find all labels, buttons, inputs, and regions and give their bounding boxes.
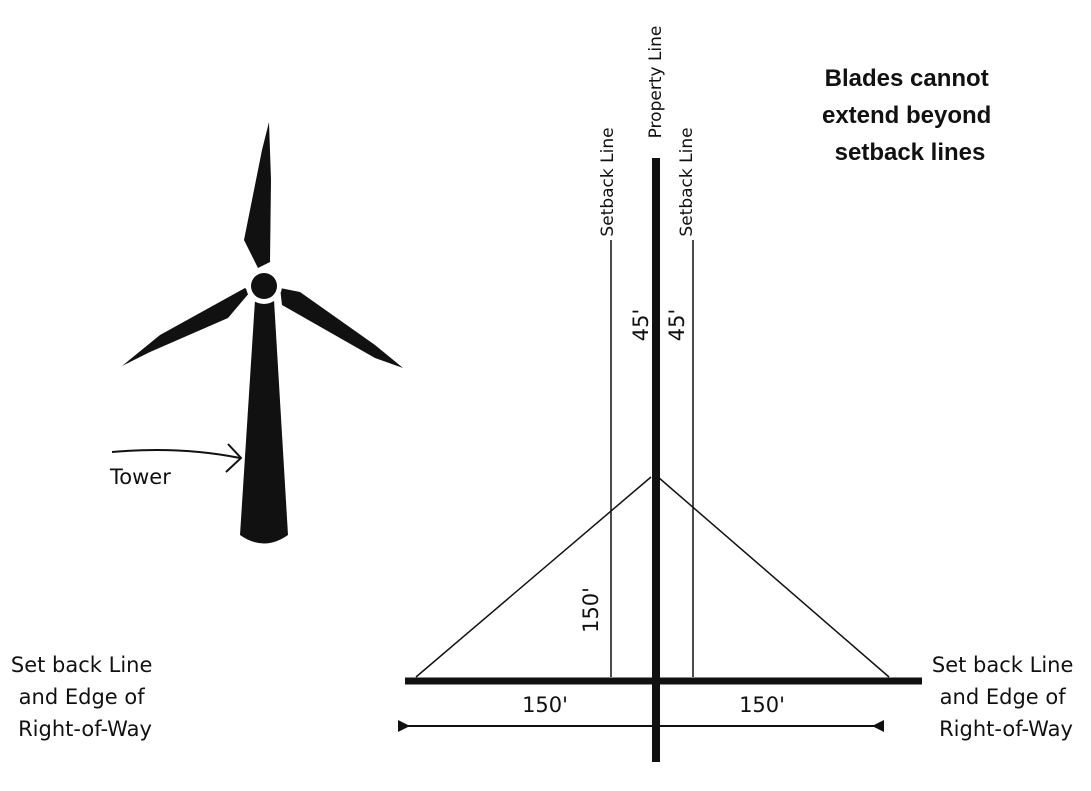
- distance-label: 150': [739, 693, 785, 717]
- blade: [244, 122, 271, 268]
- hub: [251, 273, 277, 299]
- distance-label: 150': [522, 693, 568, 717]
- tower-arrow: [111, 449, 241, 459]
- right-edge-label: Set back Line and Edge of Right-of-Way: [932, 653, 1080, 741]
- property-line-label: Property Line: [646, 26, 666, 139]
- label-line: and Edge of: [940, 685, 1067, 709]
- note-line: extend beyond: [822, 102, 991, 129]
- arrow-head: [225, 443, 243, 473]
- setback-line-label: Setback Line: [677, 127, 697, 236]
- note-line: Blades cannot: [825, 65, 989, 92]
- fall-line: [657, 476, 890, 678]
- label-line: Right-of-Way: [18, 717, 152, 741]
- label-line: Right-of-Way: [939, 717, 1073, 741]
- label-line: Set back Line: [11, 653, 153, 677]
- wind-turbine: [122, 122, 403, 544]
- blade: [280, 288, 403, 368]
- tower-label: Tower: [109, 465, 171, 489]
- note-line: setback lines: [835, 139, 986, 166]
- fall-line: [415, 476, 652, 678]
- setback-line-label: Setback Line: [598, 127, 618, 236]
- label-line: Set back Line: [932, 653, 1074, 677]
- distance-label: 45': [665, 309, 689, 342]
- note: Blades cannot extend beyond setback line…: [822, 65, 998, 166]
- left-edge-label: Set back Line and Edge of Right-of-Way: [11, 653, 159, 741]
- blade: [122, 288, 250, 366]
- label-line: and Edge of: [19, 685, 146, 709]
- tower: [240, 300, 288, 544]
- distance-label: 45': [629, 309, 653, 342]
- height-label: 150': [579, 587, 603, 633]
